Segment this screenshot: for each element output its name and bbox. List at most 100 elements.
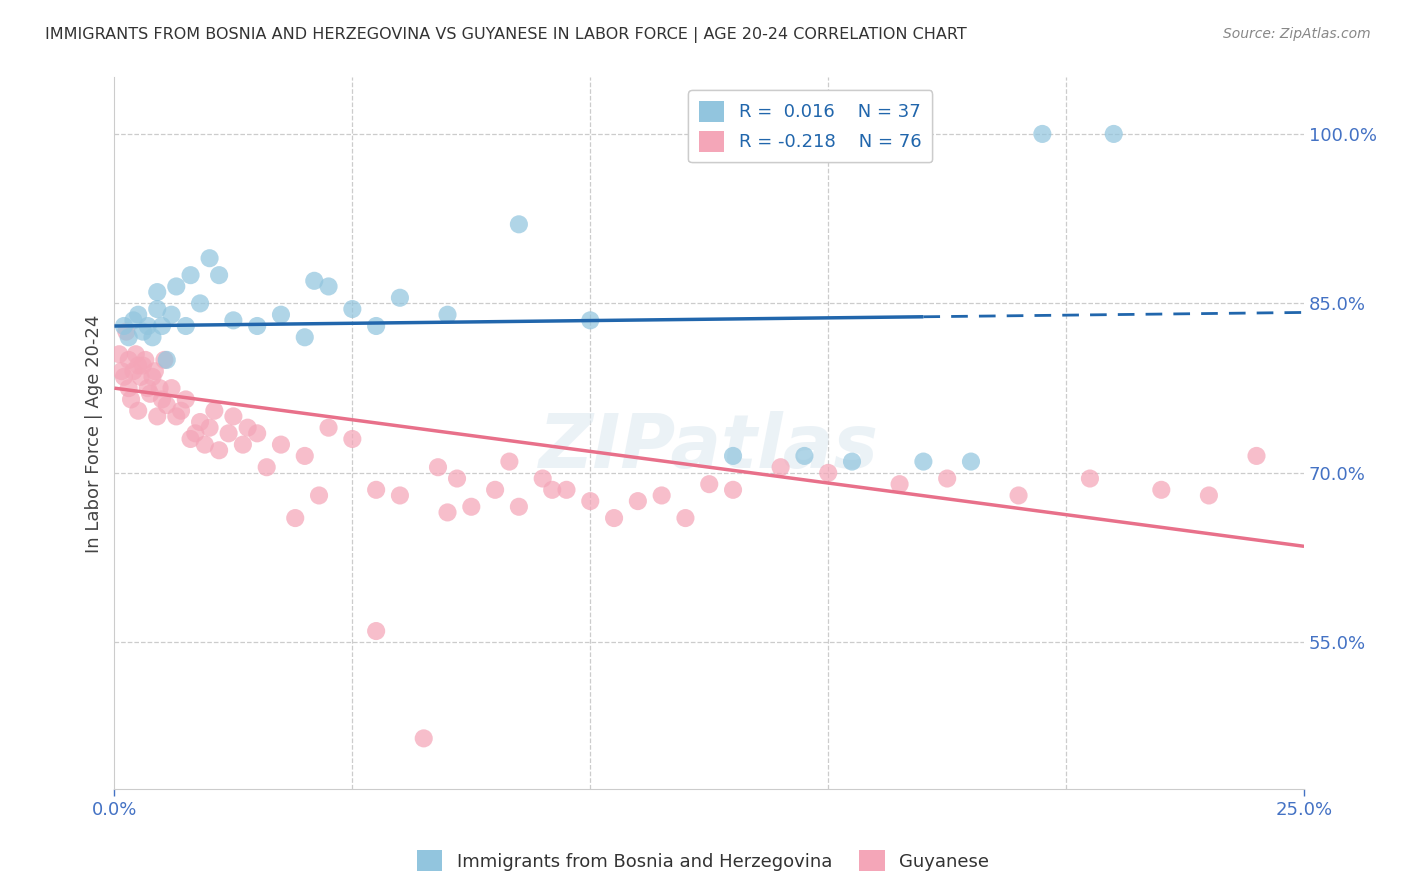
Point — [412, 731, 434, 746]
Point — [143, 364, 166, 378]
Point — [218, 426, 240, 441]
Point — [136, 381, 159, 395]
Point — [541, 483, 564, 497]
Text: IMMIGRANTS FROM BOSNIA AND HERZEGOVINA VS GUYANESE IN LABOR FORCE | AGE 20-24 CO: IMMIGRANTS FROM BOSNIA AND HERZEGOVINA V… — [45, 27, 967, 43]
Point — [436, 505, 458, 519]
Point — [139, 386, 162, 401]
Point — [198, 420, 221, 434]
Point — [308, 488, 330, 502]
Point — [484, 483, 506, 497]
Point — [508, 217, 530, 231]
Point — [125, 347, 148, 361]
Point — [146, 301, 169, 316]
Point — [318, 420, 340, 434]
Point — [1007, 488, 1029, 502]
Point — [427, 460, 450, 475]
Point — [153, 352, 176, 367]
Point — [246, 426, 269, 441]
Point — [127, 308, 149, 322]
Point — [141, 369, 163, 384]
Point — [156, 352, 179, 367]
Point — [1078, 471, 1101, 485]
Point — [508, 500, 530, 514]
Legend: Immigrants from Bosnia and Herzegovina, Guyanese: Immigrants from Bosnia and Herzegovina, … — [409, 843, 997, 879]
Point — [366, 318, 388, 333]
Point — [180, 268, 202, 282]
Point — [136, 318, 159, 333]
Point — [793, 449, 815, 463]
Point — [134, 352, 156, 367]
Point — [118, 352, 141, 367]
Point — [146, 409, 169, 424]
Point — [246, 318, 269, 333]
Point — [122, 313, 145, 327]
Point — [156, 398, 179, 412]
Point — [150, 318, 173, 333]
Point — [149, 381, 172, 395]
Point — [342, 432, 364, 446]
Point — [697, 477, 720, 491]
Point — [721, 483, 744, 497]
Point — [841, 454, 863, 468]
Point — [284, 511, 307, 525]
Point — [188, 415, 211, 429]
Point — [132, 359, 155, 373]
Point — [232, 437, 254, 451]
Point — [188, 296, 211, 310]
Point — [294, 449, 316, 463]
Point — [304, 274, 326, 288]
Point — [198, 251, 221, 265]
Legend: R =  0.016    N = 37, R = -0.218    N = 76: R = 0.016 N = 37, R = -0.218 N = 76 — [688, 90, 932, 162]
Point — [388, 291, 411, 305]
Text: Source: ZipAtlas.com: Source: ZipAtlas.com — [1223, 27, 1371, 41]
Point — [498, 454, 520, 468]
Point — [202, 403, 225, 417]
Point — [115, 325, 138, 339]
Point — [1150, 483, 1173, 497]
Point — [174, 392, 197, 407]
Point — [579, 313, 602, 327]
Point — [108, 347, 131, 361]
Point — [342, 301, 364, 316]
Point — [165, 279, 187, 293]
Point — [150, 392, 173, 407]
Point — [165, 409, 187, 424]
Point — [1102, 127, 1125, 141]
Point — [388, 488, 411, 502]
Point — [1246, 449, 1268, 463]
Point — [555, 483, 578, 497]
Point — [1198, 488, 1220, 502]
Point — [366, 624, 388, 638]
Point — [208, 443, 231, 458]
Point — [817, 466, 839, 480]
Point — [120, 392, 142, 407]
Point — [651, 488, 673, 502]
Point — [603, 511, 626, 525]
Point — [256, 460, 278, 475]
Point — [174, 318, 197, 333]
Point — [222, 409, 245, 424]
Point — [180, 432, 202, 446]
Point — [531, 471, 554, 485]
Point — [270, 308, 292, 322]
Point — [112, 369, 135, 384]
Point — [769, 460, 792, 475]
Point — [721, 449, 744, 463]
Point — [132, 325, 155, 339]
Y-axis label: In Labor Force | Age 20-24: In Labor Force | Age 20-24 — [86, 314, 103, 552]
Point — [675, 511, 697, 525]
Point — [236, 420, 259, 434]
Point — [160, 381, 183, 395]
Point — [222, 313, 245, 327]
Point — [318, 279, 340, 293]
Point — [122, 364, 145, 378]
Text: ZIPatlas: ZIPatlas — [540, 411, 879, 484]
Point — [936, 471, 959, 485]
Point — [579, 494, 602, 508]
Point — [912, 454, 935, 468]
Point — [460, 500, 482, 514]
Point — [129, 369, 152, 384]
Point — [127, 403, 149, 417]
Point — [270, 437, 292, 451]
Point — [112, 318, 135, 333]
